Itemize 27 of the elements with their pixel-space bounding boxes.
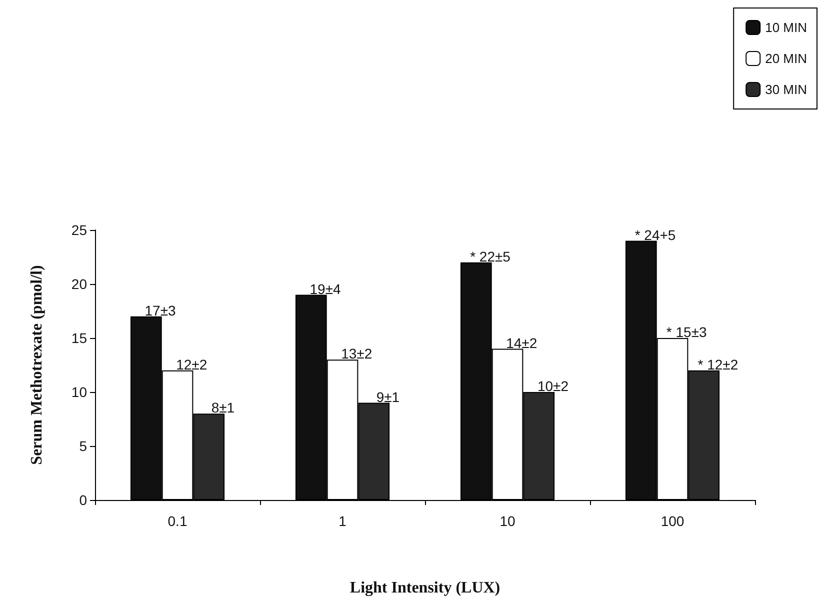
data-label: 13±2 xyxy=(341,346,372,362)
y-tick-label: 20 xyxy=(71,276,88,292)
legend-label: 30 MIN xyxy=(765,82,808,97)
y-axis-title: Serum Methotrexate (pmol/l) xyxy=(28,265,46,465)
y-tick-label: 10 xyxy=(71,384,88,400)
data-label: 12±2 xyxy=(176,356,208,372)
data-label: 14±2 xyxy=(506,334,538,351)
legend-label: 10 MIN xyxy=(765,20,808,35)
data-label: * 12±2 xyxy=(698,356,738,372)
y-tick-label: 15 xyxy=(71,330,88,346)
data-label: 8±1 xyxy=(211,400,235,416)
data-label: * 22±5 xyxy=(470,248,511,264)
y-tick-label: 25 xyxy=(71,222,88,238)
x-tick-label: 0.1 xyxy=(168,513,188,529)
data-label: 10±2 xyxy=(537,378,569,394)
x-tick-label: 1 xyxy=(338,513,347,529)
data-label: 9±1 xyxy=(376,388,400,405)
y-tick-label: 5 xyxy=(79,438,88,454)
y-tick-label: 0 xyxy=(79,492,88,508)
legend-label: 20 MIN xyxy=(765,51,808,66)
data-label: 19±4 xyxy=(310,280,341,297)
x-tick-label: 100 xyxy=(660,513,684,529)
data-label: 17±3 xyxy=(144,302,176,318)
x-axis-title: Light Intensity (LUX) xyxy=(350,580,500,596)
x-tick-label: 10 xyxy=(500,513,516,529)
data-label: * 15±3 xyxy=(666,324,708,340)
data-label: * 24+5 xyxy=(634,226,676,243)
